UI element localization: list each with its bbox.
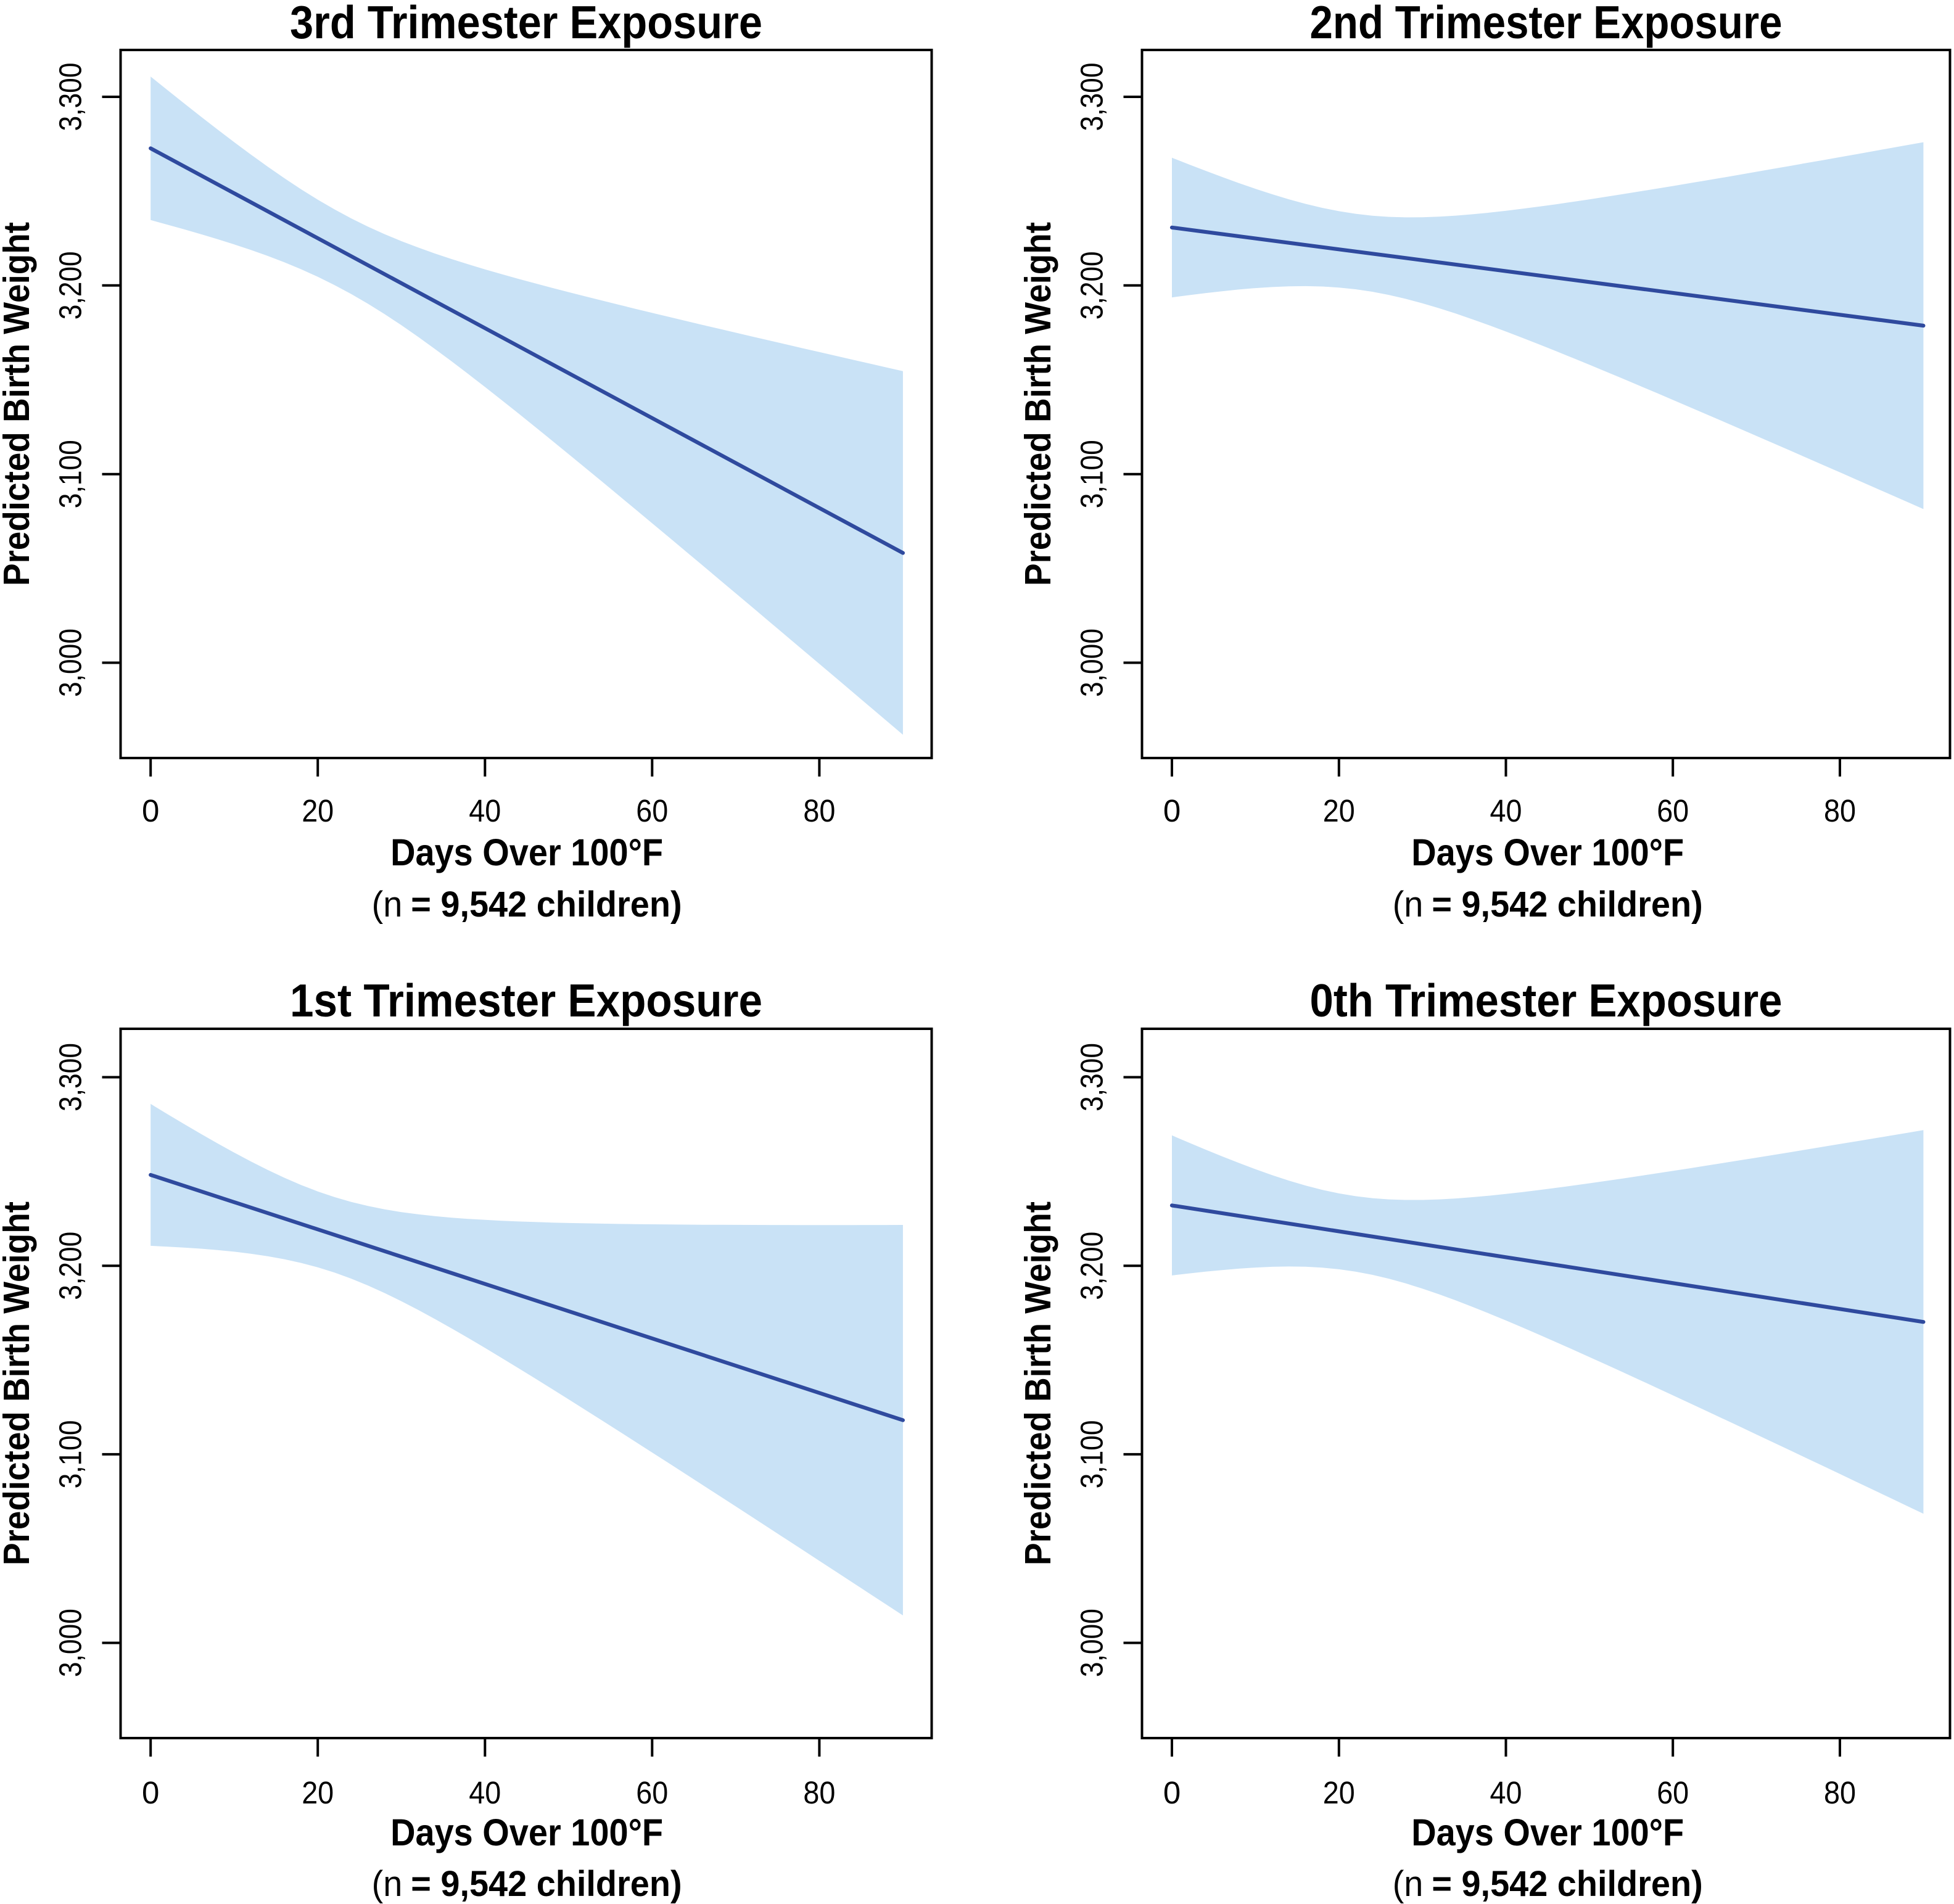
svg-text:Days Over 100°F: Days Over 100°F — [390, 1811, 663, 1853]
svg-text:(n = 9,542 children): (n = 9,542 children) — [372, 884, 682, 925]
svg-text:0: 0 — [1163, 1775, 1181, 1810]
svg-text:Predicted Birth Weight: Predicted Birth Weight — [1018, 222, 1058, 586]
svg-text:Predicted Birth Weight: Predicted Birth Weight — [1018, 1201, 1058, 1565]
svg-text:3,300: 3,300 — [53, 63, 88, 131]
svg-text:3,200: 3,200 — [53, 1232, 88, 1300]
svg-text:3,300: 3,300 — [53, 1043, 88, 1111]
svg-text:60: 60 — [1657, 793, 1689, 828]
svg-text:40: 40 — [469, 1775, 501, 1810]
svg-text:60: 60 — [1657, 1775, 1689, 1810]
svg-text:40: 40 — [469, 793, 501, 828]
svg-text:40: 40 — [1490, 1775, 1522, 1810]
svg-text:80: 80 — [803, 793, 835, 828]
svg-text:20: 20 — [302, 793, 334, 828]
svg-text:3,000: 3,000 — [53, 628, 88, 697]
svg-text:2nd Trimester Exposure: 2nd Trimester Exposure — [1310, 0, 1783, 48]
svg-text:3,000: 3,000 — [53, 1609, 88, 1677]
svg-text:20: 20 — [1323, 1775, 1355, 1810]
svg-text:80: 80 — [803, 1775, 835, 1810]
svg-text:3,100: 3,100 — [53, 1420, 88, 1488]
svg-text:Days Over 100°F: Days Over 100°F — [1411, 1811, 1684, 1853]
svg-text:3,000: 3,000 — [1074, 628, 1110, 697]
svg-text:0: 0 — [142, 793, 159, 828]
svg-text:3,300: 3,300 — [1074, 1043, 1110, 1111]
svg-text:3,000: 3,000 — [1074, 1609, 1110, 1677]
svg-text:3,300: 3,300 — [1074, 63, 1110, 131]
svg-text:(n = 9,542 children): (n = 9,542 children) — [1393, 884, 1703, 925]
svg-text:60: 60 — [636, 1775, 668, 1810]
svg-text:60: 60 — [636, 793, 668, 828]
svg-text:0: 0 — [142, 1775, 159, 1810]
svg-text:3,200: 3,200 — [53, 251, 88, 319]
svg-text:80: 80 — [1824, 793, 1856, 828]
svg-text:80: 80 — [1824, 1775, 1856, 1810]
svg-text:(n = 9,542 children): (n = 9,542 children) — [372, 1864, 682, 1904]
svg-text:3rd Trimester Exposure: 3rd Trimester Exposure — [290, 0, 762, 48]
svg-text:3,100: 3,100 — [53, 440, 88, 508]
svg-text:(n = 9,542 children): (n = 9,542 children) — [1393, 1864, 1703, 1904]
svg-text:0: 0 — [1163, 793, 1181, 828]
svg-text:Predicted Birth Weight: Predicted Birth Weight — [0, 1201, 37, 1565]
svg-text:1st Trimester Exposure: 1st Trimester Exposure — [290, 975, 762, 1026]
svg-text:20: 20 — [1323, 793, 1355, 828]
svg-text:40: 40 — [1490, 793, 1522, 828]
svg-text:Days Over 100°F: Days Over 100°F — [1411, 831, 1684, 873]
svg-text:Days Over 100°F: Days Over 100°F — [390, 831, 663, 873]
svg-text:3,200: 3,200 — [1074, 251, 1110, 319]
svg-text:3,200: 3,200 — [1074, 1232, 1110, 1300]
svg-text:Predicted Birth Weight: Predicted Birth Weight — [0, 222, 37, 586]
svg-text:20: 20 — [302, 1775, 334, 1810]
svg-text:3,100: 3,100 — [1074, 440, 1110, 508]
svg-text:3,100: 3,100 — [1074, 1420, 1110, 1488]
svg-text:0th Trimester Exposure: 0th Trimester Exposure — [1310, 975, 1783, 1026]
